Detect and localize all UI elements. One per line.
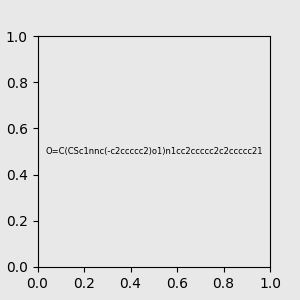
Text: O=C(CSc1nnc(-c2ccccc2)o1)n1cc2ccccc2c2ccccc21: O=C(CSc1nnc(-c2ccccc2)o1)n1cc2ccccc2c2cc… [45, 147, 262, 156]
